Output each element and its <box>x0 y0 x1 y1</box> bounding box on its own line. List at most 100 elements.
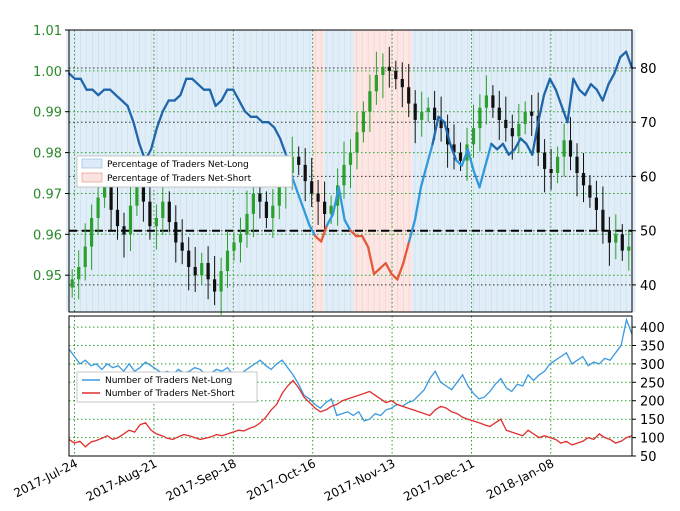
legend-swatch-net-long <box>81 158 103 169</box>
candle-body-73 <box>543 152 547 169</box>
bottom-tick-label-0: 50 <box>640 450 657 465</box>
sentiment-segment-47 <box>343 218 352 232</box>
sentiment-line <box>67 50 634 281</box>
bottom-tick-label-2: 150 <box>640 413 665 428</box>
sentiment-segment-5 <box>97 88 106 97</box>
candle-body-37 <box>310 181 314 194</box>
sentiment-segment-92 <box>607 72 616 86</box>
candle-body-82 <box>601 209 605 231</box>
sentiment-segment-73 <box>495 142 505 151</box>
candle-body-43 <box>348 152 353 165</box>
candle-body-32 <box>277 185 281 206</box>
right-tick-label-4: 80 <box>640 62 657 77</box>
candle-body-66 <box>497 107 501 120</box>
candle-body-12 <box>148 201 152 227</box>
left-tick-label-5: 1.00 <box>33 65 62 80</box>
sentiment-segment-52 <box>372 267 381 276</box>
sentiment-segment-83 <box>554 88 563 108</box>
candle-body-25 <box>232 242 236 251</box>
sentiment-segment-19 <box>179 77 188 97</box>
candle-body-28 <box>251 193 255 214</box>
sentiment-segment-85 <box>566 77 575 124</box>
sentiment-segment-53 <box>378 262 387 270</box>
bottom-panel-frame <box>68 315 633 457</box>
sentiment-segment-43 <box>320 224 329 243</box>
top-panel: 0.950.960.970.980.991.001.01 4050607080 … <box>33 24 657 315</box>
top-legend-box <box>76 155 293 188</box>
x-axis-labels: 2017-Jul-24 2017-Aug-21 2017-Sep-18 2017-Oc… <box>11 456 556 504</box>
sentiment-segment-68 <box>466 148 475 173</box>
candle-body-31 <box>271 205 275 218</box>
candle-body-85 <box>620 234 624 251</box>
candle-body-3 <box>90 218 94 247</box>
candle-body-16 <box>174 222 178 243</box>
sentiment-segment-67 <box>460 148 469 167</box>
candle-body-68 <box>510 128 514 137</box>
candle-body-15 <box>167 201 171 223</box>
sentiment-segment-46 <box>337 186 346 221</box>
sentiment-band-56 <box>394 30 401 312</box>
candle-body-19 <box>193 267 197 276</box>
sentiment-segment-15 <box>155 110 164 129</box>
sentiment-segment-36 <box>278 137 288 156</box>
sentiment-segment-93 <box>613 55 622 75</box>
sentiment-segment-28 <box>232 88 241 102</box>
candle-body-75 <box>556 156 560 173</box>
candle-body-80 <box>588 185 592 198</box>
sentiment-segment-87 <box>578 88 587 97</box>
candle-body-45 <box>361 111 365 133</box>
sentiment-segment-41 <box>308 224 317 238</box>
candle-body-29 <box>258 193 262 202</box>
candle-body-59 <box>452 144 456 153</box>
legend-swatch-net-short <box>81 172 103 183</box>
left-tick-label-4: 0.99 <box>33 106 62 121</box>
candle-body-18 <box>187 250 191 267</box>
bottom-tick-label-6: 350 <box>640 340 665 355</box>
sentiment-segment-50 <box>361 234 370 249</box>
sentiment-segment-2 <box>79 77 88 91</box>
sentiment-segment-69 <box>472 169 481 189</box>
candle-body-77 <box>568 140 573 157</box>
candle-body-10 <box>135 181 139 206</box>
candle-body-63 <box>478 107 482 129</box>
sentiment-segment-42 <box>314 234 323 243</box>
sentiment-segment-54 <box>384 262 393 276</box>
candle-body-1 <box>77 267 81 280</box>
candle-body-5 <box>103 185 107 198</box>
x-date-label-4: 2017-Nov-13 <box>322 456 397 504</box>
sentiment-segment-94 <box>619 50 628 59</box>
sentiment-segment-7 <box>108 88 118 97</box>
candle-body-23 <box>219 271 223 292</box>
candle-body-67 <box>504 119 508 129</box>
sentiment-segment-39 <box>296 191 305 211</box>
candle-body-81 <box>594 197 598 210</box>
candle-body-69 <box>517 124 521 137</box>
sentiment-segment-9 <box>120 99 129 108</box>
left-tick-label-3: 0.98 <box>33 147 62 162</box>
bottom-tick-label-3: 200 <box>640 395 665 410</box>
sentiment-segment-88 <box>583 83 593 97</box>
candle-body-21 <box>206 263 210 280</box>
sentiment-segment-38 <box>290 175 299 194</box>
candle-body-48 <box>381 66 385 75</box>
sentiment-segment-61 <box>425 142 434 167</box>
sentiment-segment-62 <box>431 115 440 146</box>
bottom-panel: 50 100 150 200 250 300 350 400 Number of Trader… <box>68 315 665 465</box>
top-panel-frame <box>68 29 633 313</box>
bottom-tick-label-1: 100 <box>640 432 665 447</box>
candle-body-55 <box>426 107 430 112</box>
sentiment-segment-90 <box>595 88 604 102</box>
left-tick-label-1: 0.96 <box>33 228 62 243</box>
candle-body-62 <box>471 128 476 145</box>
bottom-legend: Number of Traders Net-Long Number of Tra… <box>76 371 258 403</box>
right-tick-label-1: 50 <box>640 225 657 240</box>
x-date-label-0: 2017-Jul-24 <box>11 456 79 500</box>
candle-body-0 <box>70 279 74 288</box>
candle-body-9 <box>128 205 133 235</box>
bottom-tick-label-5: 300 <box>640 358 665 373</box>
sentiment-segment-16 <box>161 99 170 113</box>
sentiment-segment-32 <box>255 115 264 124</box>
sentiment-segment-59 <box>413 186 423 221</box>
sentiment-segment-25 <box>214 99 223 108</box>
